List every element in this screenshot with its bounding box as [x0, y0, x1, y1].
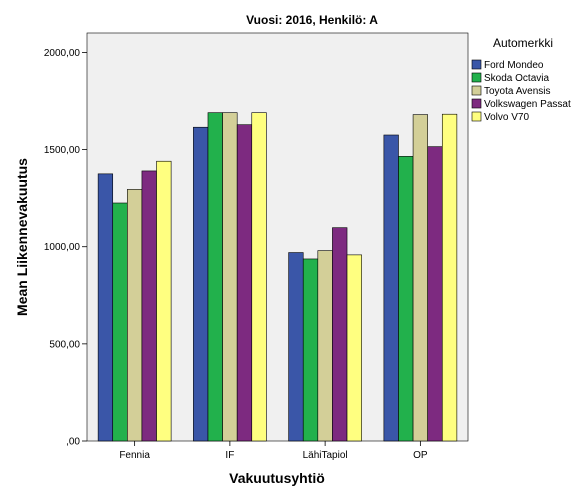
x-tick-label: LähiTapiol: [303, 450, 348, 461]
legend-title: Automerkki: [493, 36, 553, 50]
x-tick-label: Fennia: [119, 450, 150, 461]
bar-toyota-avensis-if: [222, 112, 238, 442]
bar-skoda-octavia-op: [398, 156, 414, 442]
bar-volkswagen-passat-op: [427, 146, 443, 442]
bar-skoda-octavia-fennia: [112, 202, 128, 442]
legend-label: Ford Mondeo: [484, 60, 544, 71]
chart-title: Vuosi: 2016, Henkilö: A: [246, 13, 378, 27]
bar-skoda-octavia-lähitapiol: [302, 258, 319, 442]
legend-label: Toyota Avensis: [484, 86, 551, 97]
bar-toyota-avensis-op: [412, 114, 428, 442]
bar-volvo-v70-if: [251, 112, 267, 442]
legend-label: Skoda Octavia: [484, 73, 549, 84]
legend: Ford Mondeo Skoda Octavia Toyota Avensis Vo…: [471, 59, 571, 123]
bar-ford-mondeo-lähitapiol: [288, 252, 304, 442]
bar-ford-mondeo-if: [193, 126, 209, 442]
x-axis: Fennia IF LähiTapiol OP: [119, 441, 428, 461]
y-tick-label: 2000,00: [44, 48, 81, 59]
legend-swatch: [471, 111, 482, 122]
bar-ford-mondeo-op: [383, 134, 399, 442]
bar-volkswagen-passat-fennia: [141, 170, 157, 442]
x-tick-label: OP: [413, 450, 428, 461]
bar-skoda-octavia-if: [207, 112, 223, 442]
legend-swatch: [471, 59, 482, 70]
y-tick-label: ,00: [66, 437, 80, 448]
legend-swatch: [471, 72, 482, 83]
bar-volkswagen-passat-lähitapiol: [332, 227, 348, 442]
bar-volkswagen-passat-if: [236, 124, 253, 442]
y-axis-title: Mean Liikennevakuutus: [14, 158, 30, 316]
bar-toyota-avensis-lähitapiol: [317, 250, 333, 442]
bar-volvo-v70-lähitapiol: [346, 254, 362, 442]
bar-volvo-v70-fennia: [156, 160, 172, 442]
legend-label: Volvo V70: [484, 112, 529, 123]
legend-label: Volkswagen Passat: [484, 99, 571, 110]
bar-volvo-v70-op: [441, 113, 458, 442]
x-tick-label: IF: [225, 450, 234, 461]
legend-swatch: [471, 85, 482, 96]
y-tick-label: 500,00: [49, 339, 80, 350]
bar-ford-mondeo-fennia: [97, 173, 114, 442]
legend-swatch: [471, 98, 482, 109]
y-tick-label: 1000,00: [44, 242, 81, 253]
y-tick-label: 1500,00: [44, 145, 81, 156]
bar-toyota-avensis-fennia: [127, 189, 143, 442]
y-axis: ,00 500,00 1000,00 1500,00 2000,00: [44, 48, 87, 448]
bar-marks: [97, 112, 458, 442]
x-axis-title: Vakuutusyhtiö: [229, 470, 325, 486]
